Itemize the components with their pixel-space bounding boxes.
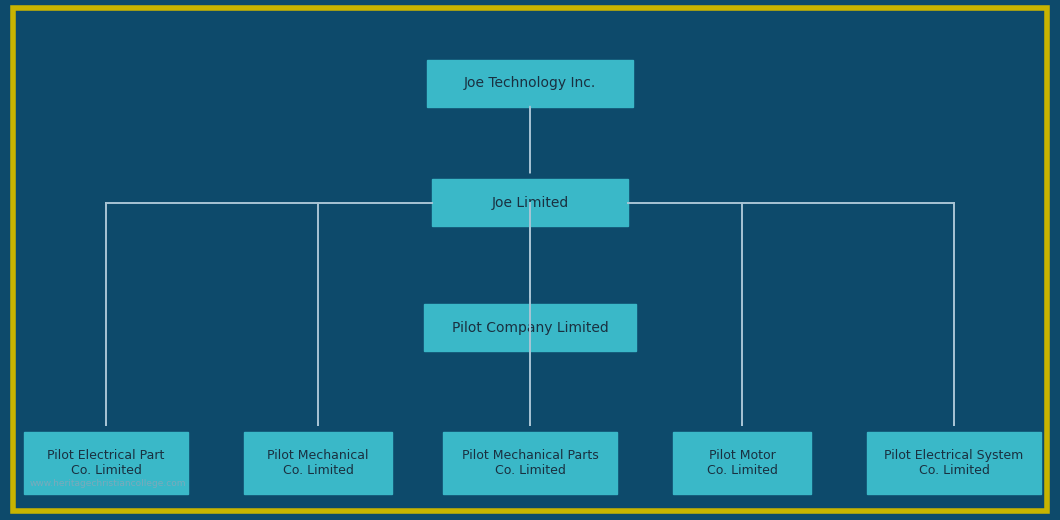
Text: Pilot Electrical System
Co. Limited: Pilot Electrical System Co. Limited	[884, 449, 1024, 477]
FancyBboxPatch shape	[426, 60, 633, 107]
Text: www.heritagechristiancollege.com: www.heritagechristiancollege.com	[30, 479, 186, 488]
Text: Pilot Company Limited: Pilot Company Limited	[452, 321, 608, 334]
FancyBboxPatch shape	[244, 432, 392, 494]
Text: Pilot Electrical Part
Co. Limited: Pilot Electrical Part Co. Limited	[48, 449, 164, 477]
Text: Pilot Motor
Co. Limited: Pilot Motor Co. Limited	[707, 449, 777, 477]
FancyBboxPatch shape	[867, 432, 1041, 494]
FancyBboxPatch shape	[673, 432, 811, 494]
Text: Pilot Mechanical
Co. Limited: Pilot Mechanical Co. Limited	[267, 449, 369, 477]
Text: Joe Limited: Joe Limited	[492, 196, 568, 210]
Text: Pilot Mechanical Parts
Co. Limited: Pilot Mechanical Parts Co. Limited	[461, 449, 599, 477]
FancyBboxPatch shape	[24, 432, 189, 494]
Text: Joe Technology Inc.: Joe Technology Inc.	[464, 76, 596, 90]
FancyBboxPatch shape	[432, 179, 628, 226]
FancyBboxPatch shape	[424, 304, 636, 351]
FancyBboxPatch shape	[443, 432, 617, 494]
